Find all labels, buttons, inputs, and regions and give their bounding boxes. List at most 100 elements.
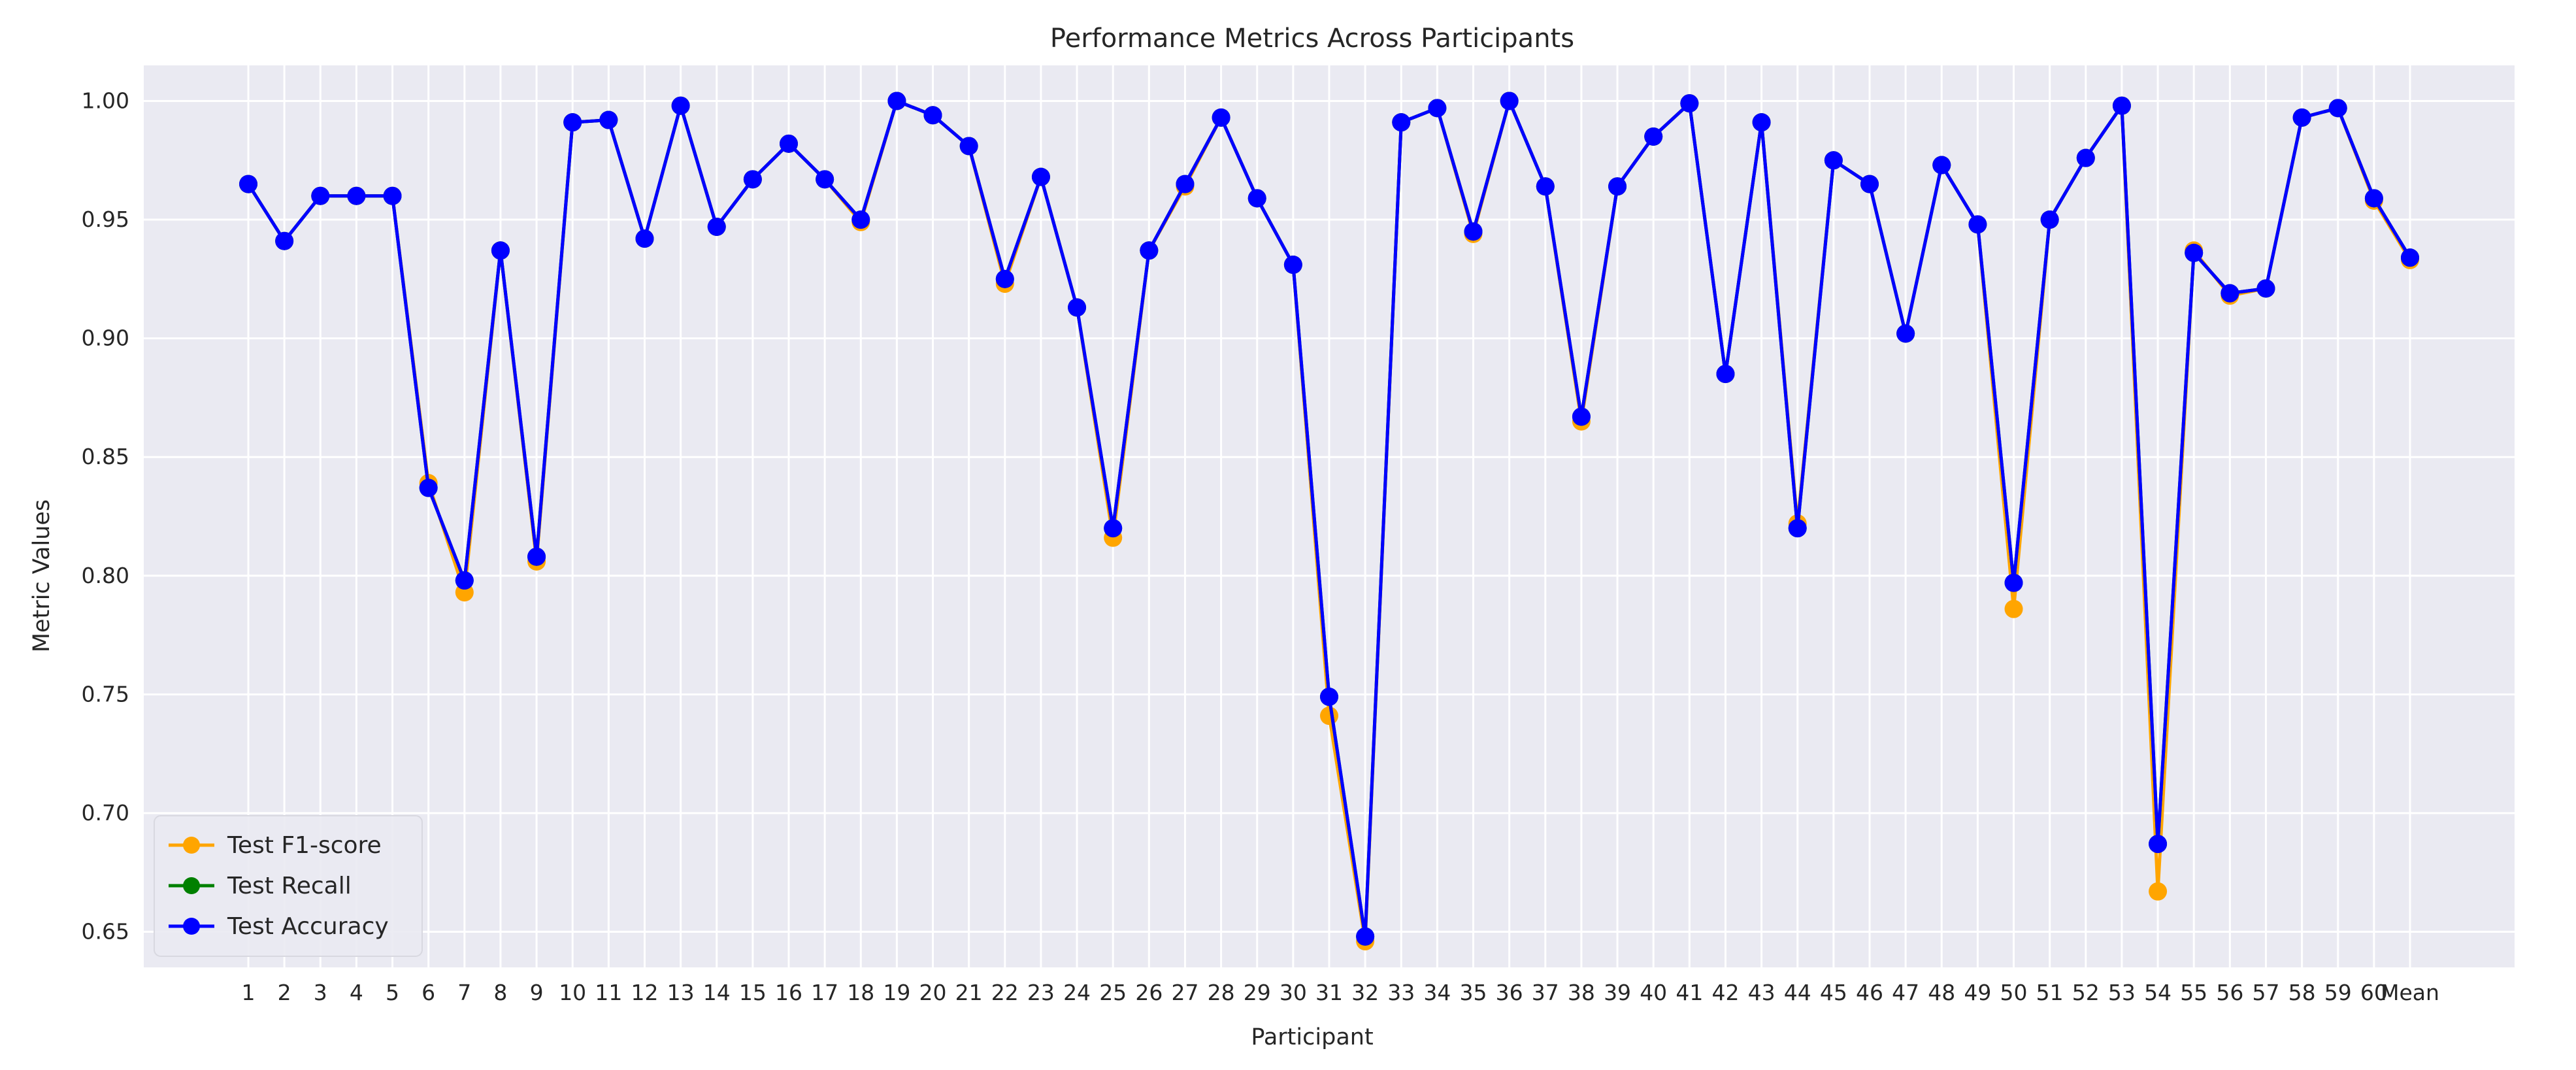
data-point [851,210,870,229]
y-tick-label: 0.85 [82,444,129,469]
x-tick-label: 33 [1387,980,1415,1005]
x-tick-label: 34 [1423,980,1451,1005]
y-tick-label: 0.75 [82,681,129,707]
series-layer [239,92,2419,951]
data-point [1896,324,1915,343]
data-point [1680,94,1699,113]
x-tick-label: 53 [2108,980,2136,1005]
data-point [1932,156,1951,175]
x-tick-label: 24 [1063,980,1091,1005]
y-axis-label: Metric Values [29,499,55,652]
x-tick-label: 39 [1604,980,1631,1005]
data-point [1212,108,1230,127]
y-tick-label: 0.65 [82,919,129,945]
x-tick-label: 11 [595,980,622,1005]
x-tick-label: 44 [1784,980,1811,1005]
x-tick-label: 25 [1099,980,1127,1005]
x-tick-label: 48 [1928,980,1955,1005]
data-point [311,186,330,205]
x-tick-label: 31 [1315,980,1343,1005]
data-point [923,106,942,125]
x-tick-label: 49 [1964,980,1991,1005]
data-point [491,241,510,260]
data-point [1752,113,1771,132]
data-point [419,478,438,497]
x-tick-label: 16 [775,980,802,1005]
y-axis-ticks: 0.65 0.70 0.75 0.80 0.85 0.90 0.95 1.00 [82,88,129,944]
x-tick-label: 18 [847,980,874,1005]
data-point [707,217,726,236]
x-tick-label: 27 [1171,980,1198,1005]
data-point [2328,99,2347,118]
legend-label: Test Recall [227,873,352,899]
x-tick-label: 40 [1640,980,1667,1005]
data-point [743,170,762,189]
x-tick-label: 59 [2324,980,2352,1005]
x-tick-label: 13 [667,980,695,1005]
x-tick-label: 8 [493,980,507,1005]
y-tick-label: 0.90 [82,326,129,351]
x-tick-label: 6 [421,980,435,1005]
legend-item: Test Recall [169,873,352,899]
data-point [1500,92,1519,110]
legend-item: Test F1-score [169,832,382,859]
data-point [1860,175,1879,193]
data-point [1140,241,1159,260]
data-point [1320,707,1338,726]
legend-box [154,815,423,957]
x-tick-label: 15 [739,980,767,1005]
data-point [2076,148,2095,167]
x-tick-label: 22 [991,980,1019,1005]
x-tick-label: 3 [314,980,327,1005]
data-point [2004,599,2023,618]
x-tick-label: 30 [1280,980,1307,1005]
x-tick-label: 42 [1711,980,1739,1005]
x-tick-label: 35 [1460,980,1487,1005]
data-point [2221,284,2239,303]
legend-label: Test F1-score [227,832,382,859]
data-point [2112,96,2131,115]
data-point [2040,210,2059,229]
legend-marker [183,877,200,894]
x-tick-label: 2 [278,980,291,1005]
data-point [1608,177,1627,196]
x-axis-label: Participant [1251,1024,1373,1050]
x-axis-ticks: 1 2 3 4 5 6 7 8 9 10 11 12 13 14 15 16 17 18 19 20 21 22 23 24 2… [242,980,2439,1005]
data-point [780,134,798,153]
legend-label: Test Accuracy [227,913,389,940]
data-point [816,170,834,189]
x-tick-label: 36 [1496,980,1523,1005]
data-point [1320,688,1338,706]
data-point [599,110,618,129]
series-test-accuracy [239,92,2419,946]
data-point [1428,99,1447,118]
x-tick-label: 21 [955,980,983,1005]
x-tick-label: 54 [2144,980,2171,1005]
data-point [2004,573,2023,592]
data-point [275,231,294,250]
x-tick-label: 28 [1208,980,1235,1005]
data-point [455,571,474,590]
x-tick-label: 5 [386,980,399,1005]
x-tick-label: 60 [2360,980,2388,1005]
data-point [239,175,257,193]
x-tick-label: 45 [1820,980,1847,1005]
data-point [2185,243,2204,262]
data-point [1392,113,1411,132]
data-point [635,229,654,248]
data-point [887,92,906,110]
x-tick-label: 43 [1748,980,1775,1005]
data-point [959,137,978,156]
data-point [1572,407,1591,426]
x-tick-label: 14 [703,980,731,1005]
x-tick-label: 46 [1856,980,1883,1005]
x-tick-label: 38 [1568,980,1595,1005]
data-point [1247,189,1266,208]
legend-marker [183,918,200,935]
data-point [671,96,690,115]
data-point [2292,108,2311,127]
data-point [1644,127,1663,146]
x-tick-label: 17 [811,980,838,1005]
data-point [1824,151,1843,170]
